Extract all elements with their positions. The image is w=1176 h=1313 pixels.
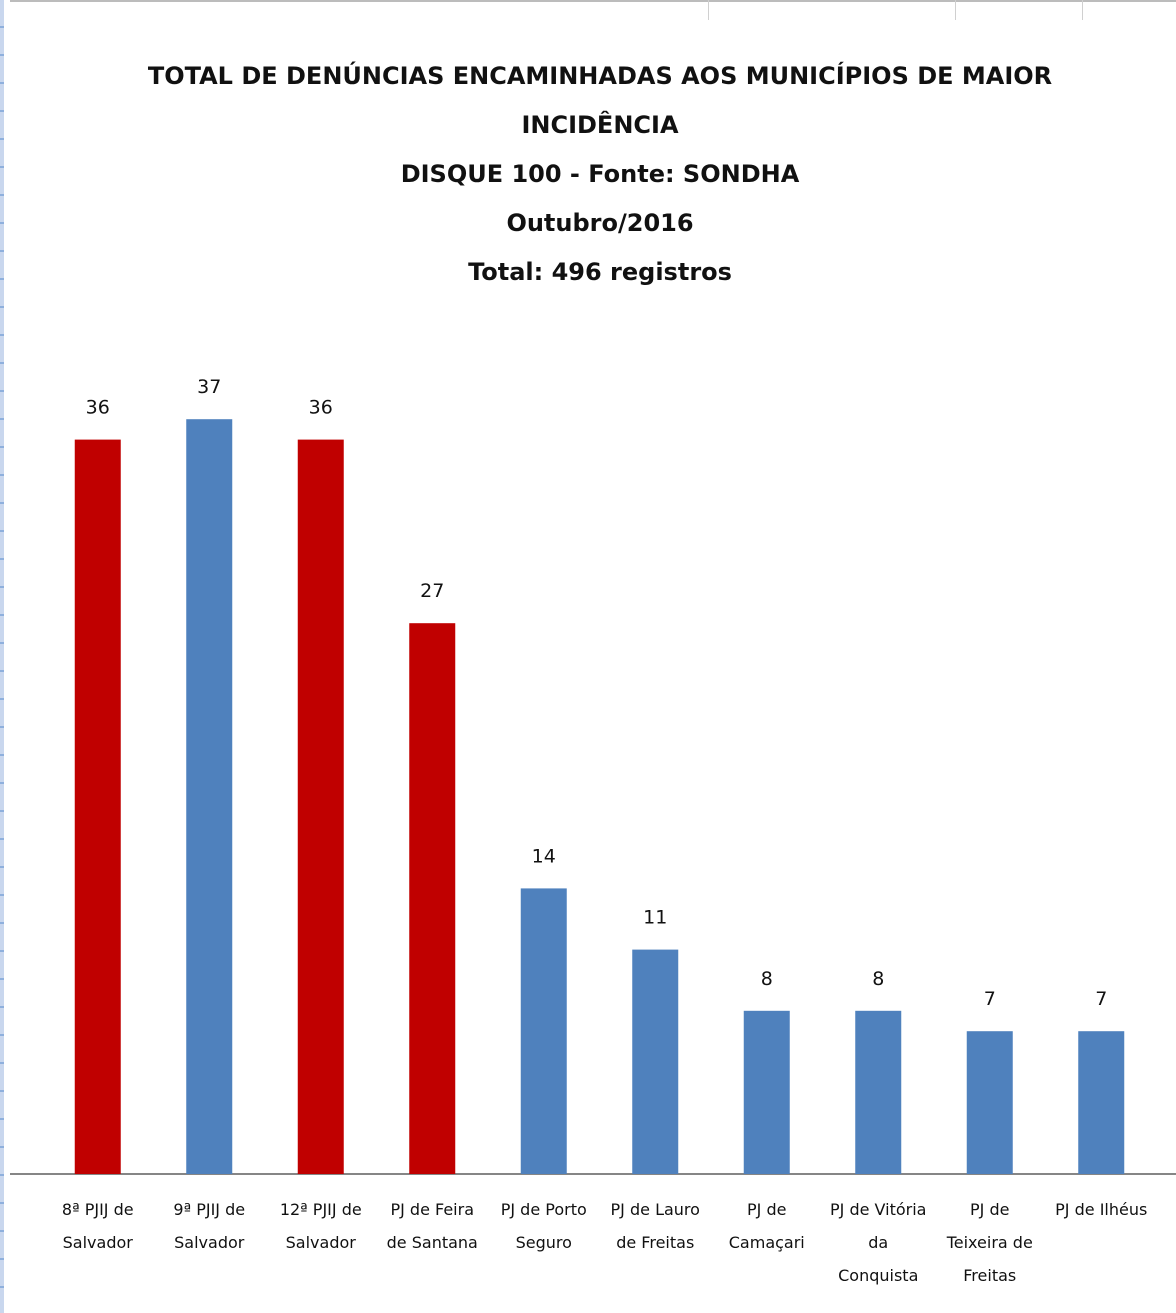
data-label: 14 <box>532 845 556 867</box>
data-label: 7 <box>984 988 996 1010</box>
chart-top-border <box>10 0 1176 20</box>
x-tick-label: 12ª PJIJ de Salvador <box>280 1200 362 1252</box>
chart-title-line: INCIDÊNCIA <box>521 111 679 139</box>
bar <box>74 439 121 1175</box>
x-tick-label-line: PJ de Lauro <box>611 1200 700 1219</box>
bar <box>1078 1031 1125 1174</box>
bar <box>409 623 456 1174</box>
x-tick-label-line: PJ de <box>747 1200 786 1219</box>
bar <box>966 1031 1013 1174</box>
data-label: 27 <box>420 580 444 602</box>
x-tick-label-line: PJ de Porto <box>501 1200 587 1219</box>
x-tick-label: PJ de Feira de Santana <box>387 1200 478 1252</box>
x-tick-label-line: 8ª PJIJ de <box>62 1200 134 1219</box>
x-tick-label-line: PJ de Ilhéus <box>1055 1200 1147 1219</box>
x-tick-label-line: PJ de Feira <box>390 1200 474 1219</box>
x-tick-label: PJ de Camaçari <box>729 1200 805 1252</box>
x-tick-label-line: Conquista <box>838 1266 918 1285</box>
x-tick-label-line: Salvador <box>286 1233 357 1252</box>
chart-subtitle-source: DISQUE 100 - Fonte: SONDHA <box>400 160 800 188</box>
sheet-column-divider <box>1082 0 1083 20</box>
sheet-left-gridline <box>0 0 4 1313</box>
x-tick-label-line: PJ de Vitória <box>830 1200 926 1219</box>
data-label: 37 <box>197 376 221 398</box>
x-tick-label-line: Salvador <box>174 1233 245 1252</box>
chart-subtitle-total: Total: 496 registros <box>468 258 732 286</box>
x-tick-label-line: Seguro <box>516 1233 572 1252</box>
bar <box>855 1010 902 1174</box>
x-tick-label-line: Teixeira de <box>946 1233 1033 1252</box>
bar <box>297 439 344 1175</box>
x-tick-label: 9ª PJIJ de Salvador <box>173 1200 245 1252</box>
data-label: 7 <box>1095 988 1107 1010</box>
x-tick-label: PJ de Lauro de Freitas <box>611 1200 700 1252</box>
sheet-column-divider <box>955 0 956 20</box>
x-tick-label: PJ de Porto Seguro <box>501 1200 587 1252</box>
sheet-column-divider <box>708 0 709 20</box>
x-tick-label: PJ de Ilhéus <box>1055 1200 1147 1219</box>
bar <box>520 888 567 1174</box>
bar <box>632 949 679 1174</box>
bar <box>743 1010 790 1174</box>
data-label: 8 <box>872 968 884 990</box>
x-tick-label-line: 12ª PJIJ de <box>280 1200 362 1219</box>
x-tick-label-line: Camaçari <box>729 1233 805 1252</box>
chart-title: TOTAL DE DENÚNCIAS ENCAMINHADAS AOS MUNI… <box>60 52 1140 297</box>
chart-subtitle-period: Outubro/2016 <box>506 209 694 237</box>
data-label: 36 <box>86 397 110 419</box>
x-tick-label-line: 9ª PJIJ de <box>173 1200 245 1219</box>
x-tick-label-line: Salvador <box>63 1233 134 1252</box>
x-tick-label: PJ de Teixeira de Freitas <box>946 1200 1033 1285</box>
x-tick-label: PJ de Vitória da Conquista <box>830 1200 926 1285</box>
data-label: 36 <box>309 397 333 419</box>
data-label: 11 <box>643 907 667 929</box>
bar <box>186 419 233 1174</box>
chart-title-line: TOTAL DE DENÚNCIAS ENCAMINHADAS AOS MUNI… <box>147 62 1053 90</box>
x-tick-label-line: da <box>868 1233 888 1252</box>
x-tick-label-line: de Santana <box>387 1233 478 1252</box>
x-tick-label-line: de Freitas <box>616 1233 694 1252</box>
x-tick-label-line: Freitas <box>963 1266 1016 1285</box>
x-tick-label-line: PJ de <box>970 1200 1009 1219</box>
data-label: 8 <box>761 968 773 990</box>
x-tick-label: 8ª PJIJ de Salvador <box>62 1200 134 1252</box>
